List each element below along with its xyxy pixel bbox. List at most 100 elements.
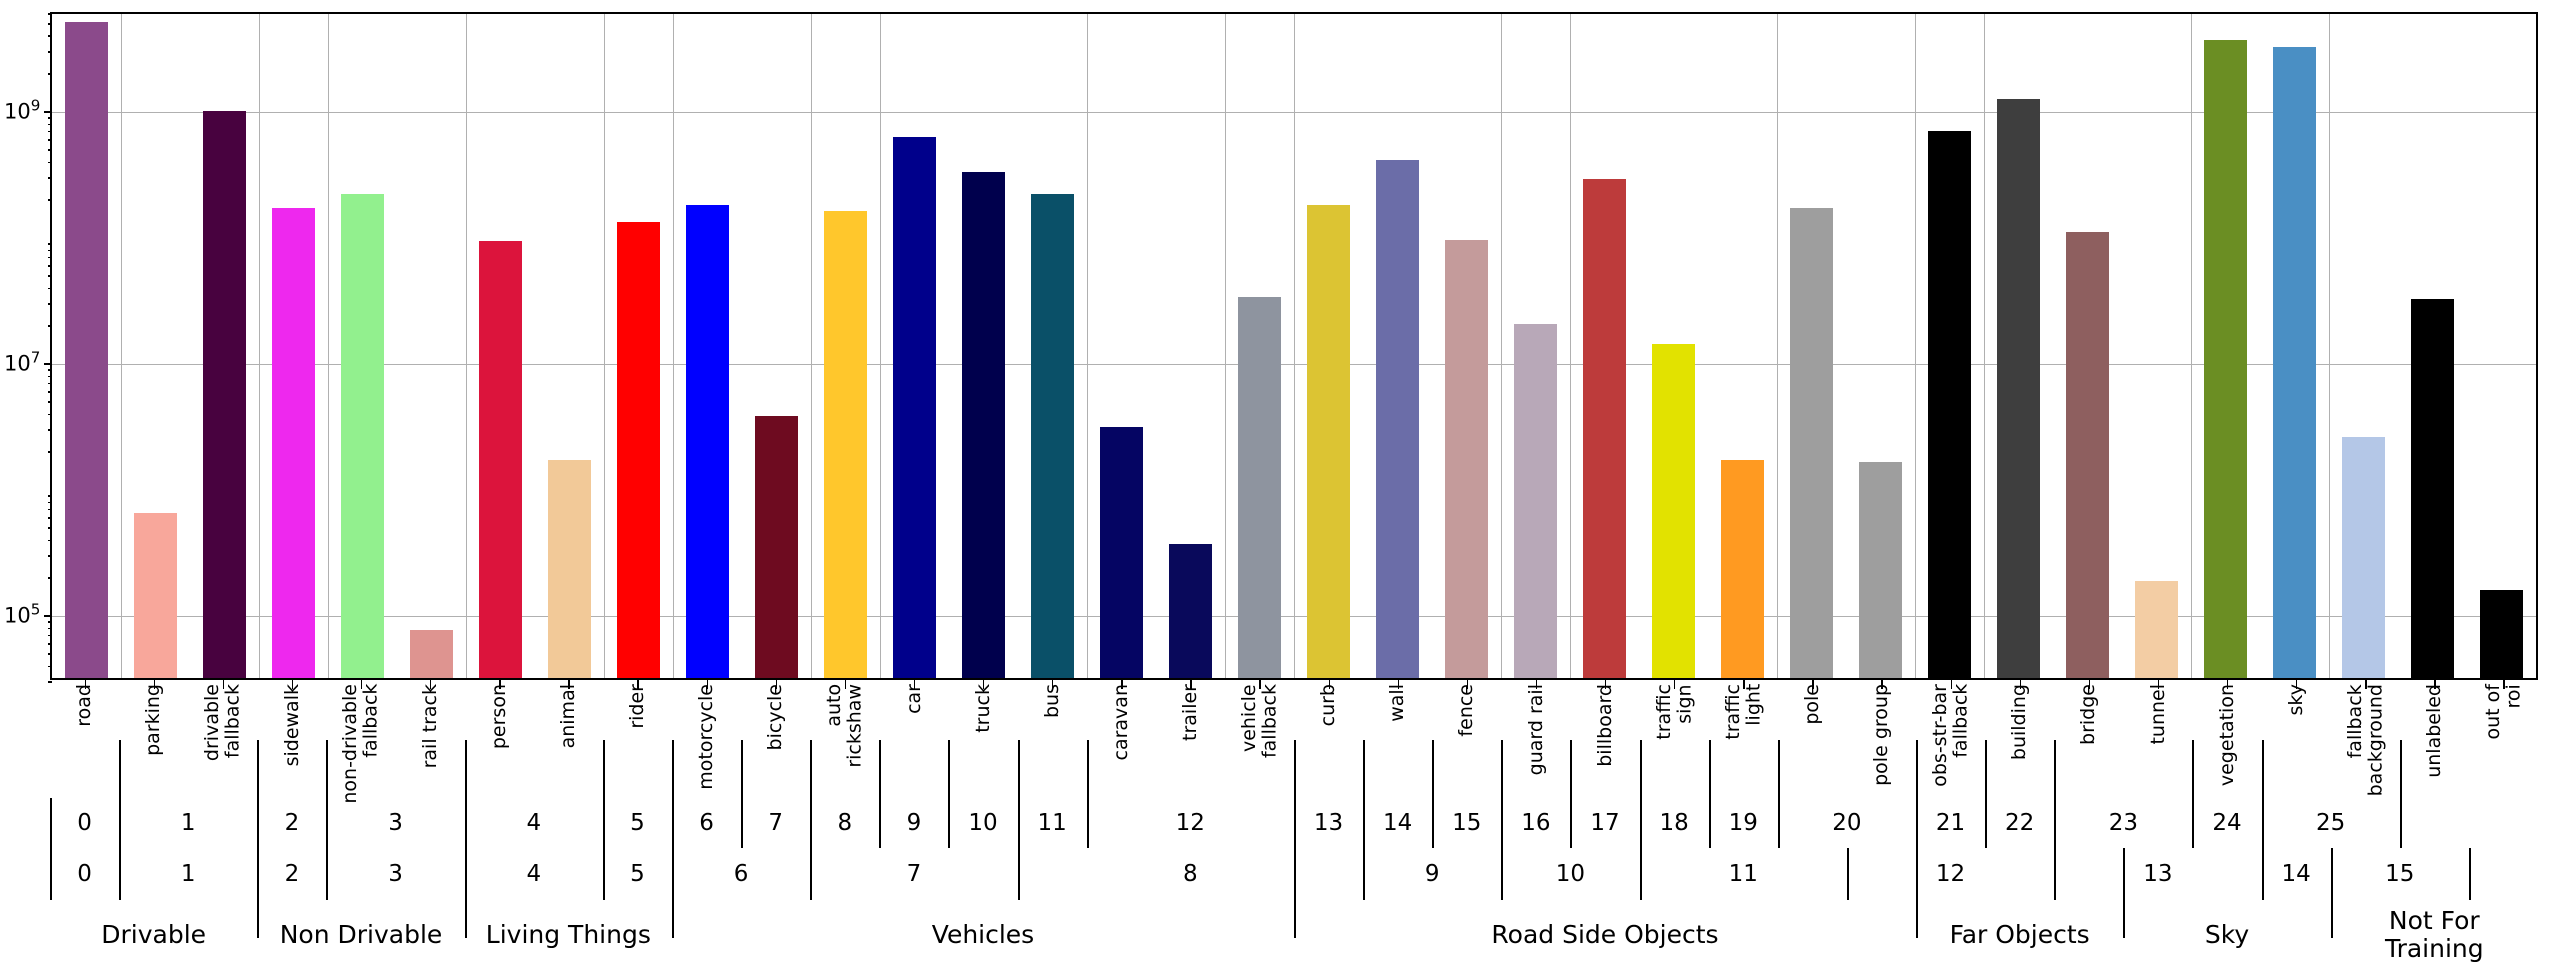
y-minor-tick [48, 451, 52, 453]
class-name-label: person [487, 684, 510, 750]
y-minor-tick [48, 627, 52, 629]
class-label-cell: person [465, 680, 534, 798]
x-tick-mark [2434, 680, 2436, 689]
axis-separator [2192, 740, 2195, 798]
axis-id-label: 13 [1313, 810, 1344, 836]
class-label-cell: sidewalk [257, 680, 326, 798]
x-tick-mark [1052, 680, 1054, 689]
class-name-label: animal [557, 684, 580, 749]
bar-cell [2398, 14, 2467, 678]
class-label-cell: building [1985, 680, 2054, 798]
bar-cell [2260, 14, 2329, 678]
y-minor-tick [48, 495, 52, 497]
class-label-cell: bus [1018, 680, 1087, 798]
axis-separator [1294, 848, 1296, 938]
axis-separator [948, 740, 951, 798]
y-minor-tick [48, 391, 52, 393]
axis-separator [2123, 848, 2126, 938]
bar [1169, 544, 1212, 678]
class-label-cell: vegetation [2192, 680, 2261, 798]
axis-separator [1846, 848, 1849, 900]
axis-id-label: 15 [2385, 861, 2415, 887]
axis-id-label: 10 [968, 810, 998, 836]
vertical-gridline [120, 14, 122, 678]
level1-ids: 0 1 2 3 4 5 6 7 8 9 10 11 12 13 14 15 16 17 18 19 20 21 22 23 24… [50, 798, 2538, 848]
axis-separator [1985, 740, 1988, 798]
axis-separator [1639, 740, 1642, 798]
class-label-cell: fallback background [2331, 680, 2400, 798]
bar [1376, 159, 1419, 678]
vertical-gridline [1087, 14, 1088, 678]
class-label-cell: sky [2262, 680, 2331, 798]
bar-cell [1984, 14, 2053, 678]
axis-separator [2330, 848, 2333, 938]
axis-separator [948, 798, 951, 848]
bar [1445, 239, 1488, 678]
axis-separator [326, 798, 329, 848]
y-minor-tick [48, 621, 52, 623]
axis-id-label: 6 [699, 810, 714, 836]
group-label: Sky [2204, 920, 2250, 949]
vertical-gridline [673, 14, 674, 678]
class-name-label: car [902, 684, 925, 714]
class-name-label: drivable fallback [201, 684, 244, 762]
axis-separator [464, 798, 467, 848]
axis-separator [1294, 740, 1296, 798]
axis-id-label: 0 [77, 861, 92, 887]
axis-id-label: 21 [1935, 810, 1966, 836]
axis-separator [1294, 798, 1296, 848]
vertical-gridline [880, 14, 881, 678]
axis-separator [1501, 848, 1504, 900]
axis-id-label: 20 [1832, 810, 1862, 836]
axis-separator [1985, 798, 1988, 848]
x-tick-mark [1466, 680, 1469, 689]
class-label-cell: wall [1363, 680, 1432, 798]
bar [2135, 580, 2178, 678]
y-minor-tick [48, 681, 52, 683]
class-label-cell: motorcycle [672, 680, 741, 798]
class-label-cell: fence [1432, 680, 1501, 798]
bar [1583, 178, 1626, 678]
group-label: Non Drivable [279, 920, 443, 949]
class-label-cell: rider [603, 680, 672, 798]
x-tick-mark [1881, 680, 1883, 689]
axis-separator [2399, 740, 2402, 798]
class-name-label: traffic sign [1652, 684, 1696, 740]
class-label-cell: billboard [1570, 680, 1639, 798]
bar [2480, 590, 2523, 678]
axis-id-label [2469, 848, 2560, 900]
axis-separator [2261, 848, 2264, 900]
vertical-gridline [1225, 14, 1226, 678]
y-minor-tick [48, 501, 52, 503]
class-label-cell: vehicle fallback [1225, 680, 1294, 798]
y-minor-tick [48, 382, 52, 385]
axis-separator [1777, 740, 1780, 798]
axis-separator [1363, 740, 1366, 798]
x-tick-mark [913, 680, 916, 689]
vertical-gridline [1777, 14, 1778, 678]
axis-separator [2054, 740, 2057, 798]
bar [410, 630, 453, 678]
x-tick-mark [1535, 680, 1538, 689]
y-tick-label: 105 [4, 600, 41, 628]
y-tick-mark [44, 111, 52, 113]
class-name-label: sky [2284, 684, 2307, 716]
x-tick-mark [1121, 680, 1123, 689]
axis-id-label: 22 [2005, 810, 2035, 836]
axis-id-label: 3 [388, 861, 403, 887]
y-minor-tick [48, 369, 52, 371]
class-name-label: trailer [1179, 684, 1202, 741]
bar-cell [1708, 14, 1777, 678]
x-tick-mark [360, 680, 363, 689]
axis-id-label: 16 [1521, 810, 1551, 836]
class-name-label: vegetation [2215, 684, 2238, 787]
bar [686, 204, 729, 678]
axis-id-label: 1 [180, 810, 196, 836]
axis-id-label: 25 [2316, 810, 2346, 836]
class-name-label: bridge [2077, 684, 2100, 745]
class-name-label: pole [1801, 684, 1824, 725]
axis-id-label: 9 [906, 810, 922, 836]
vertical-gridline [1915, 14, 1916, 678]
bar [1307, 204, 1350, 678]
axis-separator [879, 798, 882, 848]
